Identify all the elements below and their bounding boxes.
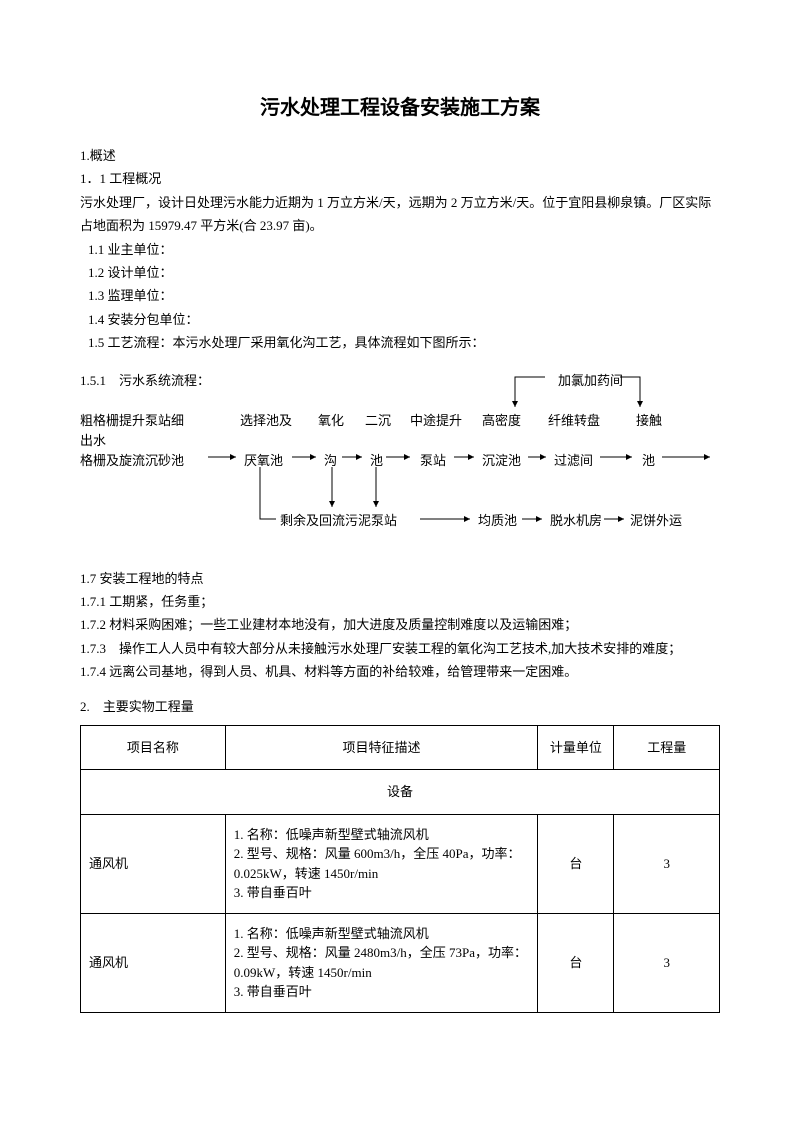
quantity-table: 项目名称 项目特征描述 计量单位 工程量 设备 通风机 1. 名称：低噪声新型壁… bbox=[80, 725, 720, 1013]
table-row: 通风机 1. 名称：低噪声新型壁式轴流风机 2. 型号、规格：风量 2480m3… bbox=[81, 913, 720, 1012]
line-1-5: 1.5 工艺流程：本污水处理厂采用氧化沟工艺，具体流程如下图所示： bbox=[80, 331, 720, 354]
flow-r1b: 选择池及 bbox=[240, 409, 292, 432]
doc-title: 污水处理工程设备安装施工方案 bbox=[80, 90, 720, 126]
heading-2: 2. 主要实物工程量 bbox=[80, 695, 720, 718]
td-unit-1: 台 bbox=[538, 913, 614, 1012]
line-1-1: 1.1 业主单位： bbox=[80, 238, 720, 261]
heading-1-1: 1．1 工程概况 bbox=[80, 167, 720, 190]
heading-1-5-1: 1.5.1 污水系统流程： bbox=[80, 369, 210, 392]
para-overview: 污水处理厂，设计日处理污水能力近期为 1 万立方米/天，远期为 2 万立方米/天… bbox=[80, 191, 720, 238]
flow-r3f: 均质池 bbox=[478, 509, 517, 532]
table-row: 通风机 1. 名称：低噪声新型壁式轴流风机 2. 型号、规格：风量 600m3/… bbox=[81, 814, 720, 913]
flow-r2e: 泵站 bbox=[420, 449, 446, 472]
flow-r2g: 过滤间 bbox=[554, 449, 593, 472]
flow-r2c: 沟 bbox=[324, 449, 337, 472]
line-1-7-3: 1.7.3 操作工人人员中有较大部分从未接触污水处理厂安装工程的氧化沟工艺技术,… bbox=[80, 637, 720, 660]
td-section: 设备 bbox=[81, 770, 720, 814]
flow-r1g: 纤维转盘 bbox=[548, 409, 600, 432]
th-desc: 项目特征描述 bbox=[225, 725, 538, 769]
flow-r2b: 厌氧池 bbox=[244, 449, 283, 472]
flow-diagram: 加氯加药间 1.5.1 污水系统流程： 粗格栅提升泵站细 选择池及 氧化 二沉 … bbox=[80, 369, 720, 559]
td-qty-0: 3 bbox=[614, 814, 720, 913]
flow-r2h: 池 bbox=[642, 449, 655, 472]
td-name-0: 通风机 bbox=[81, 814, 226, 913]
flow-r1c: 氧化 bbox=[318, 409, 344, 432]
line-1-2: 1.2 设计单位： bbox=[80, 261, 720, 284]
td-desc-0-l1: 2. 型号、规格：风量 600m3/h，全压 40Pa，功率：0.025kW，转… bbox=[234, 844, 530, 883]
flow-r3h: 泥饼外运 bbox=[630, 509, 682, 532]
th-unit: 计量单位 bbox=[538, 725, 614, 769]
td-name-1: 通风机 bbox=[81, 913, 226, 1012]
table-section-row: 设备 bbox=[81, 770, 720, 814]
td-desc-1-l0: 1. 名称：低噪声新型壁式轴流风机 bbox=[234, 924, 530, 944]
flow-r3b: 剩余及回流污泥泵站 bbox=[280, 509, 397, 532]
td-desc-0: 1. 名称：低噪声新型壁式轴流风机 2. 型号、规格：风量 600m3/h，全压… bbox=[225, 814, 538, 913]
td-desc-0-l2: 3. 带自垂百叶 bbox=[234, 883, 530, 903]
line-1-3: 1.3 监理单位： bbox=[80, 284, 720, 307]
line-1-7-4: 1.7.4 远离公司基地，得到人员、机具、材料等方面的补给较难，给管理带来一定困… bbox=[80, 660, 720, 683]
flow-r1h: 接触 bbox=[636, 409, 662, 432]
td-desc-1: 1. 名称：低噪声新型壁式轴流风机 2. 型号、规格：风量 2480m3/h，全… bbox=[225, 913, 538, 1012]
td-desc-0-l0: 1. 名称：低噪声新型壁式轴流风机 bbox=[234, 825, 530, 845]
flow-r3g: 脱水机房 bbox=[550, 509, 602, 532]
flow-r2a: 格栅及旋流沉砂池 bbox=[80, 449, 184, 472]
line-1-7-1: 1.7.1 工期紧，任务重； bbox=[80, 590, 720, 613]
th-name: 项目名称 bbox=[81, 725, 226, 769]
flow-r2d: 池 bbox=[370, 449, 383, 472]
flow-r1f: 高密度 bbox=[482, 409, 521, 432]
td-qty-1: 3 bbox=[614, 913, 720, 1012]
heading-1: 1.概述 bbox=[80, 144, 720, 167]
heading-1-7: 1.7 安装工程地的特点 bbox=[80, 567, 720, 590]
flow-top-right: 加氯加药间 bbox=[558, 369, 623, 392]
flow-r2f: 沉淀池 bbox=[482, 449, 521, 472]
line-1-4: 1.4 安装分包单位： bbox=[80, 308, 720, 331]
line-1-7-2: 1.7.2 材料采购困难；一些工业建材本地没有，加大进度及质量控制难度以及运输困… bbox=[80, 613, 720, 636]
table-header-row: 项目名称 项目特征描述 计量单位 工程量 bbox=[81, 725, 720, 769]
th-qty: 工程量 bbox=[614, 725, 720, 769]
td-unit-0: 台 bbox=[538, 814, 614, 913]
flow-r1d: 二沉 bbox=[365, 409, 391, 432]
td-desc-1-l2: 3. 带自垂百叶 bbox=[234, 982, 530, 1002]
td-desc-1-l1: 2. 型号、规格：风量 2480m3/h，全压 73Pa，功率：0.09kW，转… bbox=[234, 943, 530, 982]
flow-r1e: 中途提升 bbox=[410, 409, 462, 432]
